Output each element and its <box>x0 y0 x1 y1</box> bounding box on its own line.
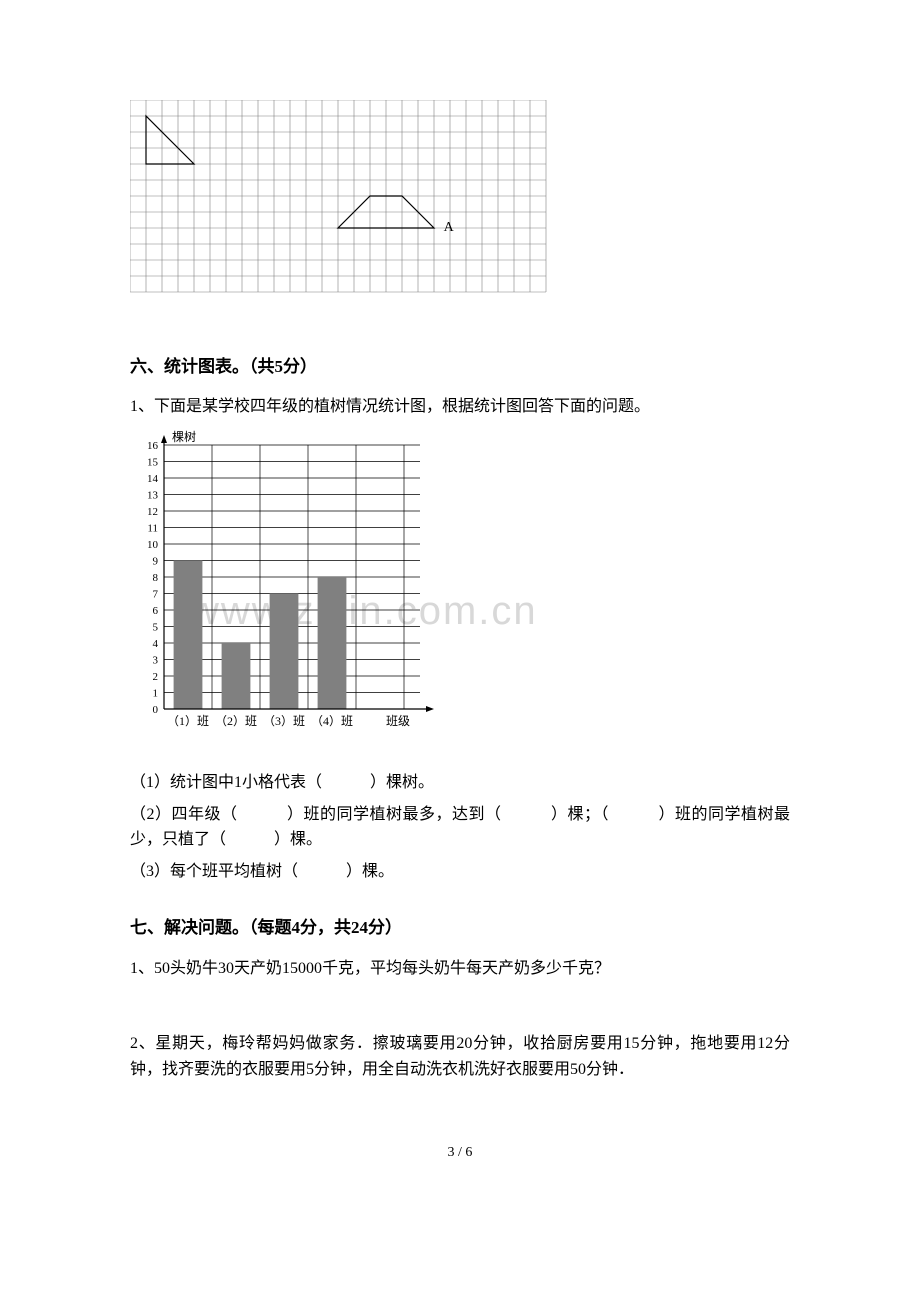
svg-text:6: 6 <box>153 605 159 617</box>
section7-q2: 2、星期天，梅玲帮妈妈做家务．擦玻璃要用20分钟，收拾厨房要用15分钟，拖地要用… <box>130 1031 790 1082</box>
section-7: 七、解决问题。（每题4分，共24分） 1、50头奶牛30天产奶15000千克，平… <box>130 914 790 1082</box>
svg-text:0: 0 <box>153 704 159 716</box>
svg-text:4: 4 <box>153 638 159 650</box>
svg-text:棵树: 棵树 <box>172 429 196 444</box>
section6-q1-intro: 1、下面是某学校四年级的植树情况统计图，根据统计图回答下面的问题。 <box>130 394 790 420</box>
page-number: 3 / 6 <box>130 1142 790 1164</box>
svg-text:8: 8 <box>153 572 159 584</box>
svg-text:（3）班: （3）班 <box>263 714 305 728</box>
svg-text:1: 1 <box>153 688 159 700</box>
svg-text:13: 13 <box>147 490 159 502</box>
svg-text:16: 16 <box>147 440 159 452</box>
svg-text:（2）班: （2）班 <box>215 714 257 728</box>
grid-svg: A <box>130 100 566 294</box>
bar-chart-container: www.zixin.com.cn 01234567891011121314151… <box>130 429 790 758</box>
svg-text:10: 10 <box>147 539 159 551</box>
section6-sub2: （2）四年级（ ）班的同学植树最多，达到（ ）棵；（ ）班的同学植树最少，只植了… <box>130 802 790 853</box>
grid-diagram: A <box>130 100 790 303</box>
svg-text:A: A <box>444 220 455 235</box>
svg-text:（4）班: （4）班 <box>311 714 353 728</box>
svg-text:2: 2 <box>153 671 159 683</box>
section7-q1: 1、50头奶牛30天产奶15000千克，平均每头奶牛每天产奶多少千克？ <box>130 956 790 982</box>
section6-sub1: （1）统计图中1小格代表（ ）棵树。 <box>130 770 790 796</box>
section6-sub3: （3）每个班平均植树（ ）棵。 <box>130 859 790 885</box>
section6-heading: 六、统计图表。（共5分） <box>130 353 790 380</box>
section-6: 六、统计图表。（共5分） 1、下面是某学校四年级的植树情况统计图，根据统计图回答… <box>130 353 790 885</box>
svg-text:3: 3 <box>153 655 159 667</box>
svg-text:（1）班: （1）班 <box>167 714 209 728</box>
svg-text:11: 11 <box>147 523 158 535</box>
svg-text:班级: 班级 <box>386 714 410 728</box>
section7-heading: 七、解决问题。（每题4分，共24分） <box>130 914 790 941</box>
svg-text:7: 7 <box>153 589 159 601</box>
bar-chart-svg: 012345678910111213141516棵树（1）班（2）班（3）班（4… <box>130 429 480 749</box>
svg-text:14: 14 <box>147 473 159 485</box>
svg-text:5: 5 <box>153 622 159 634</box>
svg-text:12: 12 <box>147 506 158 518</box>
svg-text:9: 9 <box>153 556 159 568</box>
svg-text:15: 15 <box>147 457 159 469</box>
